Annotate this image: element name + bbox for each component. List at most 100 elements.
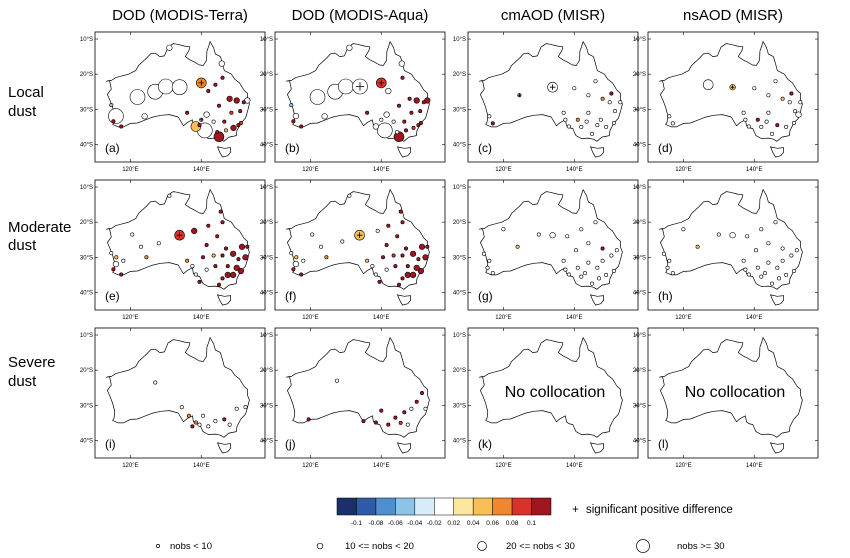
site-marker	[346, 44, 353, 51]
lon-tick-label: 120°E	[302, 315, 318, 321]
colorbar-tick-label: 0.1	[527, 520, 536, 527]
site-marker	[206, 424, 211, 429]
site-marker	[695, 244, 700, 249]
site-marker	[604, 124, 609, 129]
site-marker	[242, 254, 249, 261]
lon-tick-label: 120°E	[495, 463, 511, 469]
site-marker	[292, 112, 300, 120]
panel-label: (b)	[285, 141, 300, 155]
column-title: DOD (MODIS-Aqua)	[292, 7, 429, 24]
site-marker	[600, 96, 605, 101]
site-marker	[681, 227, 686, 232]
site-marker	[762, 271, 767, 276]
site-marker	[204, 267, 209, 272]
site-marker	[759, 124, 764, 129]
lat-tick-label: 30°S	[633, 255, 646, 261]
site-marker	[418, 243, 426, 250]
colorbar-swatch	[511, 497, 532, 516]
lon-tick-label: 140°E	[193, 315, 209, 321]
site-marker	[211, 119, 216, 124]
lon-tick-label: 140°E	[373, 463, 389, 469]
lon-tick-label: 120°E	[122, 315, 138, 321]
site-marker	[218, 209, 223, 214]
site-marker	[213, 131, 225, 142]
site-marker	[400, 220, 405, 225]
panel-label: (c)	[478, 141, 492, 155]
site-marker	[197, 123, 202, 128]
site-marker	[224, 246, 229, 251]
lat-tick-label: 20°S	[453, 368, 466, 374]
significance-marker	[356, 232, 363, 238]
site-marker	[784, 272, 789, 277]
site-marker	[586, 260, 591, 265]
site-marker	[233, 264, 240, 271]
australia-coastline	[658, 189, 803, 290]
site-marker	[561, 258, 566, 263]
site-marker	[111, 119, 116, 124]
colorbar-swatch	[434, 497, 454, 516]
site-marker	[306, 417, 311, 422]
map-panel: 10°S 20°S 30°S 40°S 120°E 140°E (b)	[260, 31, 446, 173]
colorbar-swatch	[395, 497, 416, 516]
row-label: dust	[8, 103, 37, 120]
site-marker	[166, 44, 173, 51]
site-marker	[238, 109, 243, 114]
site-marker	[299, 272, 304, 277]
site-marker	[794, 248, 799, 253]
site-marker	[398, 60, 405, 67]
lat-tick-label: 10°S	[633, 333, 646, 339]
site-marker	[729, 232, 736, 239]
site-marker	[773, 220, 778, 225]
site-marker	[197, 422, 202, 427]
site-marker	[596, 276, 601, 281]
site-marker	[414, 399, 419, 404]
site-marker	[746, 124, 751, 129]
site-marker	[609, 253, 614, 258]
site-marker	[766, 260, 771, 265]
site-marker	[573, 248, 578, 253]
site-marker	[289, 103, 294, 108]
site-marker	[405, 264, 410, 269]
site-marker	[566, 272, 571, 277]
site-marker	[611, 121, 616, 126]
tasmania-coastline	[589, 294, 604, 306]
site-marker	[236, 123, 241, 128]
site-marker	[213, 264, 218, 269]
site-marker	[421, 100, 426, 105]
map-panels: 10°S 20°S 30°S 40°S 120°E 140°E (a) 10°S 20°S 30°…	[80, 31, 819, 469]
tasmania-coastline	[216, 146, 231, 158]
lat-tick-label: 40°S	[453, 438, 466, 444]
lon-tick-label: 120°E	[495, 315, 511, 321]
site-marker	[193, 420, 198, 425]
site-marker	[775, 265, 780, 270]
site-marker	[404, 271, 411, 279]
site-marker	[337, 78, 354, 95]
site-marker	[365, 110, 370, 115]
colorbar-swatch	[453, 497, 474, 516]
panel-label: (f)	[285, 289, 296, 303]
site-marker	[487, 258, 492, 263]
lat-tick-label: 40°S	[633, 290, 646, 296]
site-marker	[780, 96, 785, 101]
site-marker	[418, 121, 423, 126]
site-marker	[372, 123, 380, 130]
size-legend-marker	[316, 542, 324, 550]
site-marker	[410, 250, 417, 257]
site-marker	[197, 279, 202, 284]
lat-tick-label: 40°S	[633, 438, 646, 444]
row-labels: Local dust Moderate dust Severe dust	[8, 84, 71, 390]
lat-tick-label: 20°S	[80, 72, 93, 78]
site-marker	[759, 274, 764, 279]
map-panel: 10°S 20°S 30°S 40°S 120°E 140°E (l) No collocat…	[633, 327, 819, 469]
site-marker	[561, 110, 566, 115]
site-marker	[575, 265, 580, 270]
lat-tick-label: 10°S	[260, 37, 273, 43]
site-marker	[171, 79, 188, 95]
site-marker	[238, 243, 246, 250]
lat-tick-label: 30°S	[260, 255, 273, 261]
lat-tick-label: 40°S	[260, 438, 273, 444]
site-marker	[112, 261, 119, 268]
site-marker	[609, 91, 614, 96]
no-collocation-text: No collocation	[685, 384, 786, 401]
